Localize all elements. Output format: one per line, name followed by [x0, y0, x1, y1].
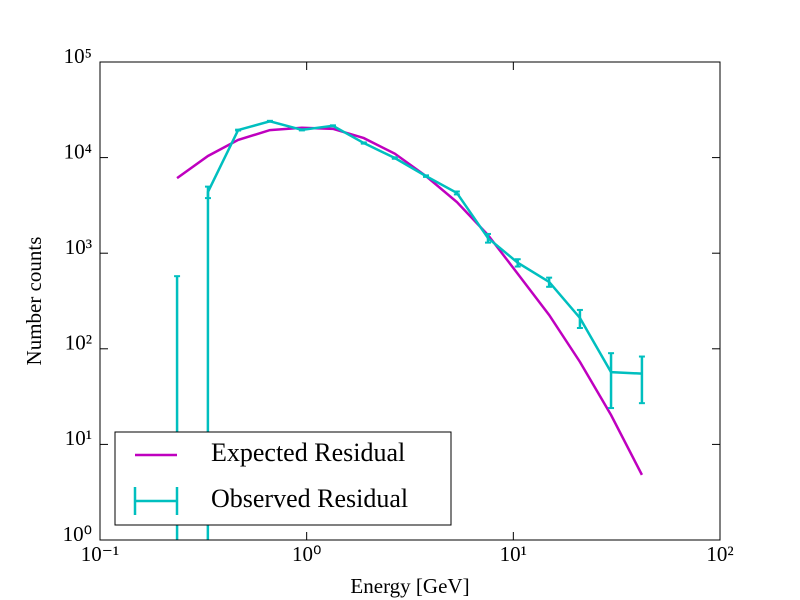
x-tick-label: 10⁻¹ [81, 542, 119, 566]
legend-label: Expected Residual [211, 438, 405, 467]
y-tick-label: 10⁰ [63, 522, 92, 546]
error-bar [484, 232, 491, 244]
plot-marks [174, 119, 645, 540]
error-bar [235, 128, 242, 132]
x-tick-label: 10¹ [500, 542, 527, 566]
error-bar [423, 174, 430, 178]
error-bar [204, 185, 211, 200]
error-bar [638, 355, 645, 405]
legend: Expected Residual Observed Residual [114, 431, 452, 526]
error-bar [453, 190, 460, 196]
x-axis-label: Energy [GeV] [350, 574, 469, 598]
x-tick-label: 10² [706, 542, 733, 566]
y-tick-label: 10⁴ [64, 139, 92, 163]
legend-label: Observed Residual [211, 484, 408, 513]
y-axis-label: Number counts [22, 237, 46, 366]
error-bar [266, 119, 273, 123]
plot-frame [99, 61, 721, 541]
series-line [176, 126, 644, 476]
error-bar [546, 276, 553, 288]
error-bar [360, 141, 367, 145]
y-tick-label: 10¹ [65, 426, 92, 450]
error-bar [514, 258, 521, 268]
y-tick-label: 10⁵ [64, 44, 92, 68]
error-bar [608, 352, 615, 410]
x-tick-label: 10⁰ [292, 542, 321, 566]
error-bar [329, 124, 336, 128]
y-tick-label: 10³ [65, 235, 92, 259]
error-bar [391, 156, 398, 160]
series-line [206, 119, 642, 540]
y-tick-label: 10² [65, 331, 92, 355]
error-bar [576, 308, 583, 330]
error-bar [174, 275, 181, 540]
legend-box [114, 431, 452, 526]
error-bar [298, 128, 305, 132]
